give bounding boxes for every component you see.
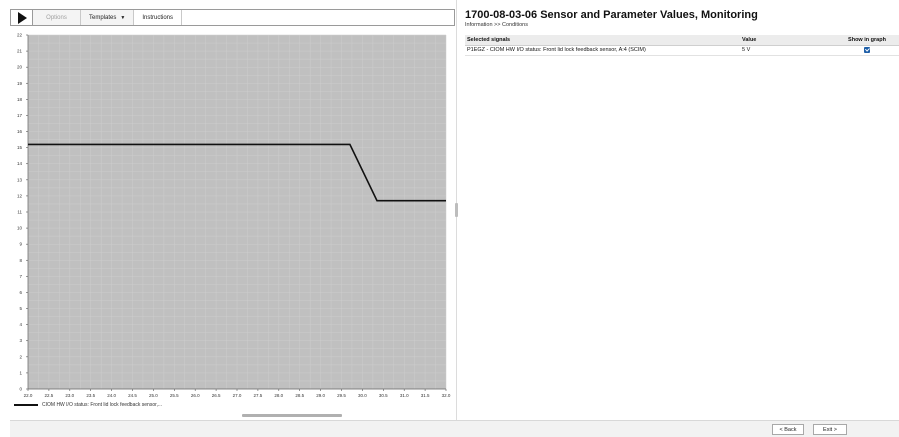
legend-swatch [14,404,38,406]
series-line [28,143,446,202]
x-tick-label: 28.5 [295,393,304,398]
x-tick-label: 30.0 [358,393,367,398]
y-tick-label: 13 [17,177,23,182]
column-header-signals: Selected signals [465,35,740,46]
page-title: 1700-08-03-06 Sensor and Parameter Value… [465,9,758,21]
signal-chart: 01234567891011121314151617181920212222.0… [17,33,451,399]
x-tick-label: 31.5 [421,393,430,398]
exit-button[interactable]: Exit > [813,424,847,435]
signal-value-cell: 5 V [740,45,835,56]
legend-label: CIOM HW I/O status: Front lid lock feedb… [42,402,163,408]
y-tick-label: 7 [19,274,22,279]
info-panel: 1700-08-03-06 Sensor and Parameter Value… [457,0,899,420]
y-tick-label: 21 [17,49,23,54]
y-tick-label: 19 [17,81,23,86]
x-tick-label: 29.5 [337,393,346,398]
signals-table: Selected signals Value Show in graph P1E… [465,35,899,56]
horizontal-scrollbar[interactable] [242,414,342,417]
y-tick-label: 8 [19,258,22,263]
x-tick-label: 29.0 [316,393,325,398]
breadcrumb: Information >> Conditions [465,22,528,28]
x-tick-label: 27.0 [233,393,242,398]
column-header-show-in-graph: Show in graph [835,35,899,46]
y-tick-label: 0 [19,387,22,392]
x-tick-label: 30.5 [379,393,388,398]
play-button[interactable] [11,10,33,25]
y-tick-label: 2 [19,354,22,359]
x-tick-label: 24.0 [107,393,116,398]
column-header-value: Value [740,35,835,46]
y-tick-label: 9 [19,242,22,247]
x-tick-label: 31.0 [400,393,409,398]
table-header-row: Selected signals Value Show in graph [465,35,899,46]
chart-legend: CIOM HW I/O status: Front lid lock feedb… [14,402,162,408]
x-tick-label: 26.0 [191,393,200,398]
splitter-grip[interactable] [455,203,458,217]
y-tick-label: 14 [17,161,23,166]
table-row[interactable]: P1EGZ - CIOM HW I/O status: Front lid lo… [465,45,899,56]
show-in-graph-checkbox[interactable] [864,46,870,53]
y-tick-label: 20 [17,65,23,70]
x-tick-label: 28.0 [274,393,283,398]
y-tick-label: 17 [17,113,23,118]
toolbar-spacer [182,10,454,25]
footer-bar: < Back Exit > [10,420,899,437]
x-tick-label: 23.0 [65,393,74,398]
y-tick-label: 11 [17,210,22,215]
x-tick-label: 26.5 [212,393,221,398]
back-button[interactable]: < Back [772,424,804,435]
templates-label: Templates [89,14,117,21]
x-tick-label: 22.0 [24,393,33,398]
templates-dropdown[interactable]: Templates ▼ [81,10,135,25]
x-tick-label: 23.5 [86,393,95,398]
y-tick-label: 3 [19,338,22,343]
x-tick-label: 32.0 [442,393,451,398]
x-tick-label: 25.0 [149,393,158,398]
y-tick-label: 15 [17,145,23,150]
x-tick-label: 22.5 [45,393,54,398]
x-tick-label: 25.5 [170,393,179,398]
graph-toolbar: Options Templates ▼ Instructions [10,9,455,26]
options-button[interactable]: Options [33,10,81,25]
y-tick-label: 6 [19,290,22,295]
play-icon [18,11,27,24]
x-tick-label: 24.5 [128,393,137,398]
y-tick-label: 12 [17,193,23,198]
instructions-tab[interactable]: Instructions [134,10,182,25]
y-tick-label: 5 [19,306,22,311]
x-tick-label: 27.5 [254,393,263,398]
y-tick-label: 16 [17,129,23,134]
chevron-down-icon: ▼ [120,14,126,21]
y-tick-label: 18 [17,97,23,102]
show-in-graph-cell [835,45,899,56]
y-tick-label: 22 [17,33,23,38]
signal-name-cell: P1EGZ - CIOM HW I/O status: Front lid lo… [465,45,740,56]
y-tick-label: 1 [19,370,22,375]
y-tick-label: 10 [17,226,23,231]
y-tick-label: 4 [19,322,22,327]
